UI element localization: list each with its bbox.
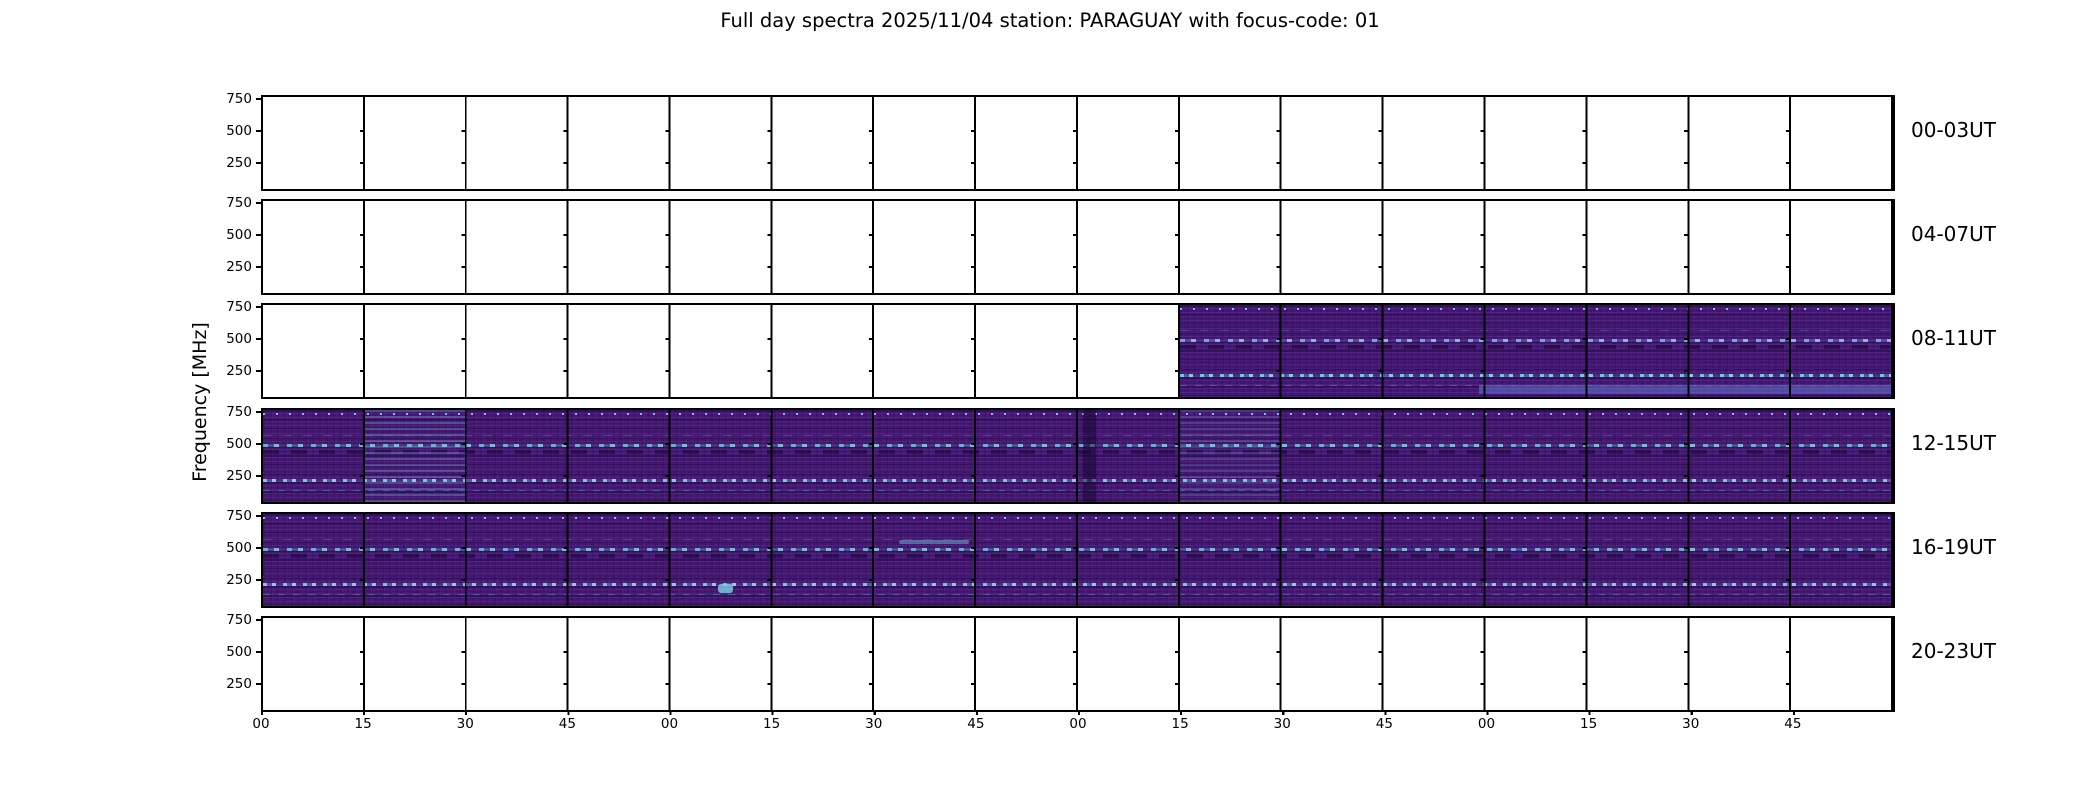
row-label: 20-23UT: [1911, 639, 1996, 663]
xtick-label: 45: [967, 716, 985, 732]
subpanel-grid-lines: [263, 514, 1893, 606]
spectra-row-20-23: 750 500 250 20-23UT: [226, 613, 1996, 712]
ytick-750: [256, 410, 261, 413]
xtick-label: 00: [660, 716, 679, 732]
x-axis-ticks: [261, 710, 1895, 715]
xtick-label: 30: [1682, 716, 1700, 732]
ytick-dashes-500: [263, 130, 1792, 133]
ytick-label-250: 250: [226, 572, 252, 589]
ytick-dashes-250: [263, 579, 1792, 582]
subpanel-grid-lines: [263, 618, 1893, 710]
xtick-label: 45: [1784, 716, 1802, 732]
ytick-label-250: 250: [226, 155, 252, 172]
xtick-label: 00: [1477, 716, 1496, 732]
ytick-label-250: 250: [226, 363, 252, 380]
xtick-label: 00: [1069, 716, 1087, 732]
ytick-500: [256, 443, 261, 446]
xtick-label: 45: [558, 716, 576, 732]
ytick-label-750: 750: [226, 298, 252, 315]
y-axis-label: Frequency [MHz]: [189, 322, 211, 482]
ytick-dashes-500: [263, 234, 1792, 237]
ytick-dashes-500: [263, 338, 1792, 341]
ytick-750: [256, 97, 261, 100]
subpanel-grid-lines: [263, 201, 1893, 293]
ytick-500: [256, 651, 261, 654]
row-label: 04-07UT: [1911, 222, 1996, 246]
ytick-label-750: 750: [226, 507, 252, 524]
ytick-dashes-500: [263, 651, 1792, 654]
x-axis: 00 15 30 45 00 15 30 45 00 15 30 45 00 1…: [252, 716, 1895, 734]
xtick-label: 45: [1375, 716, 1393, 732]
ytick-500: [256, 234, 261, 237]
row-label: 12-15UT: [1911, 431, 1996, 455]
ytick-dashes-250: [263, 475, 1792, 478]
ytick-750: [256, 201, 261, 204]
spectra-row-12-15: 750 500 250 12-15UT: [226, 405, 1996, 504]
xtick-label: 30: [456, 716, 474, 732]
ytick-250: [256, 370, 261, 373]
xtick-label: 15: [763, 716, 781, 732]
ytick-750: [256, 618, 261, 621]
spectra-row-16-19: 750 500 250 16-19UT: [226, 509, 1996, 608]
row-label: 08-11UT: [1911, 326, 1996, 350]
ytick-label-500: 500: [226, 644, 252, 661]
figure-title: Full day spectra 2025/11/04 station: PAR…: [720, 9, 1380, 32]
ytick-label-500: 500: [226, 331, 252, 348]
ytick-250: [256, 475, 261, 478]
ytick-dashes-250: [263, 266, 1792, 269]
ytick-500: [256, 547, 261, 550]
ytick-dashes-250: [263, 162, 1792, 165]
xtick-label: 30: [865, 716, 883, 732]
spectra-row-04-07: 750 500 250 04-07UT: [226, 196, 1996, 295]
ytick-250: [256, 683, 261, 686]
ytick-dashes-500: [263, 443, 1792, 446]
subpanel-grid-lines: [263, 97, 1893, 189]
ytick-dashes-500: [263, 547, 1792, 550]
spectra-row-00-03: 750 500 250 00-03UT: [226, 92, 1996, 191]
ytick-250: [256, 266, 261, 269]
ytick-750: [256, 305, 261, 308]
ytick-label-500: 500: [226, 123, 252, 140]
ytick-label-500: 500: [226, 436, 252, 453]
ytick-label-250: 250: [226, 468, 252, 485]
row-label: 16-19UT: [1911, 535, 1996, 559]
ytick-label-750: 750: [226, 611, 252, 628]
xtick-label: 15: [354, 716, 372, 732]
ytick-250: [256, 579, 261, 582]
xtick-label: 00: [252, 716, 270, 732]
ytick-label-500: 500: [226, 540, 252, 557]
ytick-500: [256, 130, 261, 133]
xtick-label: 30: [1273, 716, 1291, 732]
ytick-250: [256, 162, 261, 165]
ytick-label-750: 750: [226, 90, 252, 107]
ytick-label-750: 750: [226, 194, 252, 211]
ytick-label-500: 500: [226, 227, 252, 244]
row-label: 00-03UT: [1911, 118, 1996, 142]
xtick-label: 15: [1580, 716, 1598, 732]
ytick-dashes-250: [263, 683, 1792, 686]
ytick-label-250: 250: [226, 676, 252, 693]
subpanel-grid-lines: [263, 410, 1893, 502]
ytick-dashes-250: [263, 370, 1792, 373]
xtick-label: 15: [1171, 716, 1189, 732]
subpanel-grid-lines: [263, 305, 1893, 397]
ytick-500: [256, 338, 261, 341]
spectra-row-08-11: 750 500 250 08-11UT: [226, 300, 1996, 399]
ytick-750: [256, 514, 261, 517]
ytick-label-250: 250: [226, 259, 252, 276]
ytick-label-750: 750: [226, 403, 252, 420]
